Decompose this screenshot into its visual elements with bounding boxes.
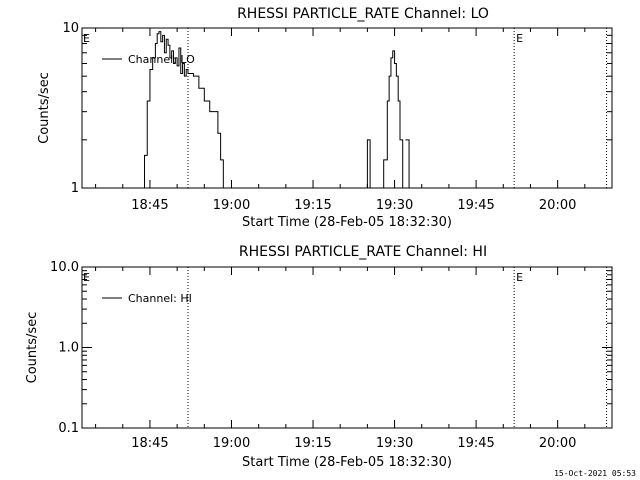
left-edge-marker-label: E	[83, 32, 90, 45]
x-tick-label: 19:30	[376, 436, 413, 451]
x-tick-label: 19:15	[294, 436, 331, 451]
y-axis-label: Counts/sec	[25, 312, 40, 384]
x-tick-label: 20:00	[539, 436, 576, 451]
x-tick-label: 19:15	[294, 198, 331, 213]
y-tick-label: 1	[71, 181, 79, 196]
x-tick-label: 19:30	[376, 198, 413, 213]
data-series-line	[380, 50, 404, 188]
event-marker-label: E	[516, 271, 523, 284]
x-tick-label: 19:00	[213, 436, 250, 451]
x-tick-label: 20:00	[539, 198, 576, 213]
x-tick-label: 19:45	[457, 198, 494, 213]
data-series-line	[142, 31, 224, 188]
chart-title: RHESSI PARTICLE_RATE Channel: LO	[237, 6, 489, 22]
plot-frame	[81, 27, 613, 189]
legend-label: Channel: LO	[128, 53, 195, 66]
y-tick-label: 10.0	[50, 260, 79, 275]
left-edge-marker-label: E	[83, 271, 90, 284]
x-axis-label: Start Time (28-Feb-05 18:32:30)	[242, 455, 452, 470]
y-tick-label: 0.1	[58, 421, 79, 436]
y-axis-label: Counts/sec	[37, 72, 52, 144]
x-tick-label: 19:00	[213, 198, 250, 213]
y-tick-label: 10	[62, 21, 79, 36]
data-series-line	[363, 139, 371, 188]
legend-label: Channel: HI	[128, 292, 192, 305]
chart-panel-lo: RHESSI PARTICLE_RATE Channel: LO Start Ti…	[37, 6, 613, 230]
y-tick-label: 1.0	[58, 341, 79, 356]
x-axis-label: Start Time (28-Feb-05 18:32:30)	[242, 215, 452, 230]
chart-panel-hi: RHESSI PARTICLE_RATE Channel: HI Start Ti…	[25, 244, 613, 470]
event-marker-label: E	[516, 32, 523, 45]
footer-timestamp: 15-Oct-2021 05:53	[554, 469, 636, 478]
data-series-line	[405, 139, 410, 188]
x-tick-label: 18:45	[131, 198, 168, 213]
x-tick-label: 18:45	[131, 436, 168, 451]
chart-title: RHESSI PARTICLE_RATE Channel: HI	[239, 244, 487, 260]
x-tick-label: 19:45	[457, 436, 494, 451]
